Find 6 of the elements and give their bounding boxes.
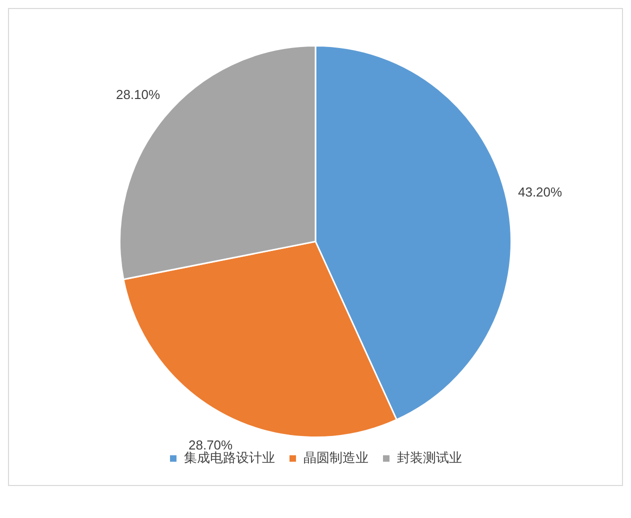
legend-label: 封装测试业 [396,450,462,466]
data-label: 28.10% [116,87,160,102]
data-label: 28.70% [188,437,234,452]
legend-label: 集成电路设计业 [184,450,275,466]
data-label: 43.20% [518,184,563,200]
legend-label: 晶圆制造业 [303,450,368,466]
